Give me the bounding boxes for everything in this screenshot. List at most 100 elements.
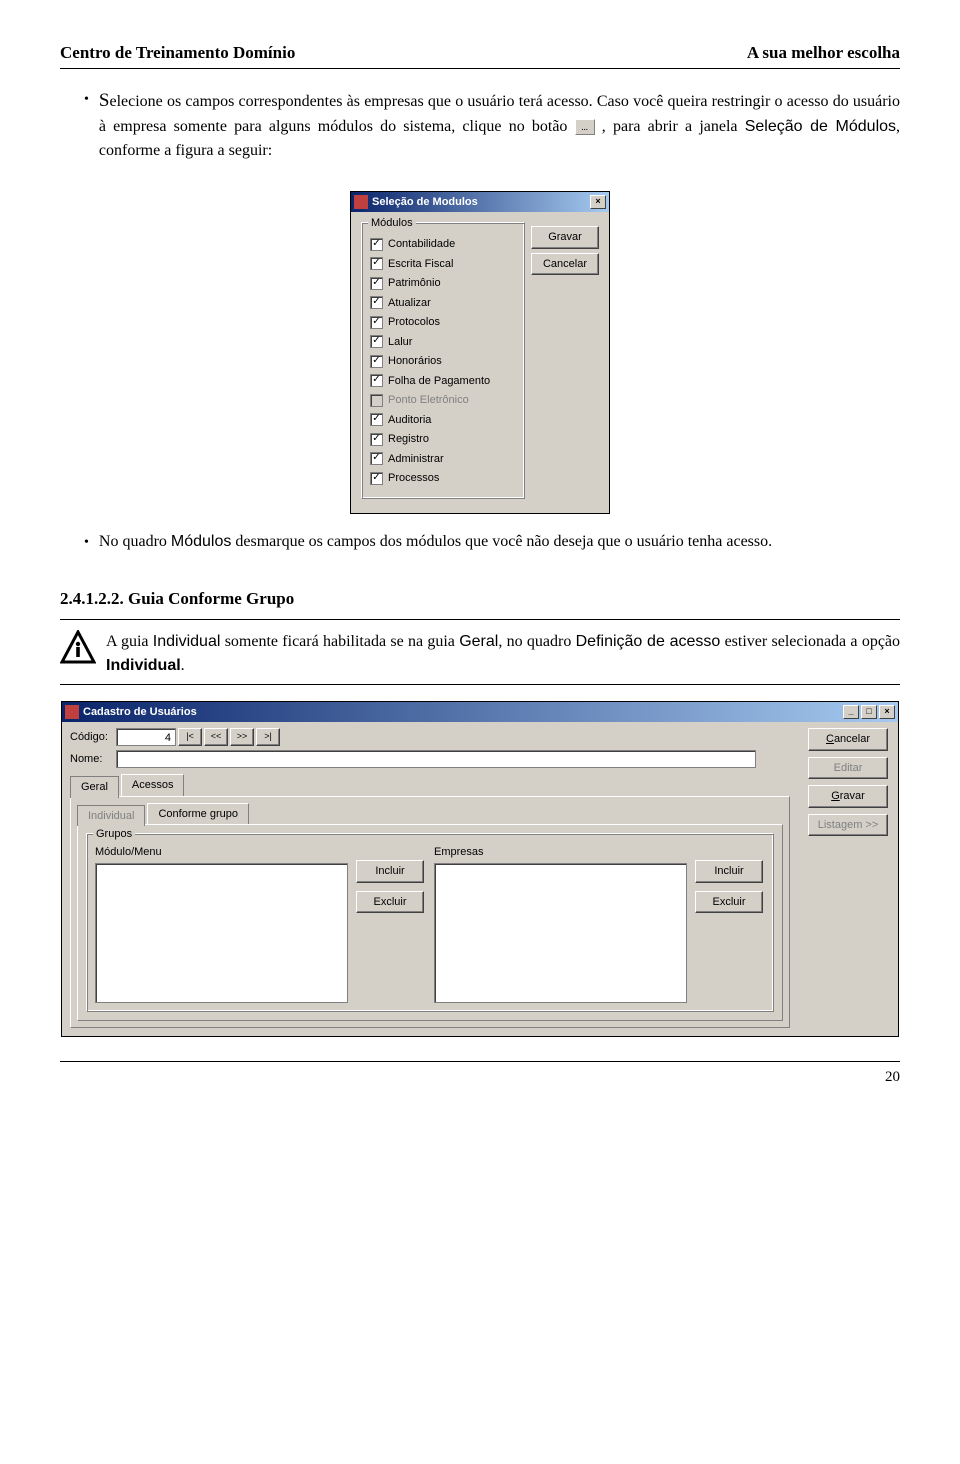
- modules-legend: Módulos: [368, 215, 416, 232]
- module-checkbox-row[interactable]: ✓Atualizar: [370, 295, 516, 312]
- header-right: A sua melhor escolha: [747, 40, 900, 66]
- tab-acessos[interactable]: Acessos: [121, 774, 185, 796]
- save-button[interactable]: Gravar: [531, 226, 599, 249]
- checkbox-honorários[interactable]: ✓: [370, 355, 383, 368]
- grupos-legend: Grupos: [93, 826, 135, 843]
- checkbox-lalur[interactable]: ✓: [370, 335, 383, 348]
- maximize-icon[interactable]: □: [861, 705, 877, 719]
- tab-conforme-grupo[interactable]: Conforme grupo: [147, 803, 249, 825]
- info-b: somente ficará habilitada se na guia: [220, 633, 459, 650]
- checkbox-label: Processos: [388, 470, 439, 487]
- checkbox-label: Honorários: [388, 353, 442, 370]
- info-ind: Individual: [153, 633, 221, 650]
- inner-tabstrip: Individual Conforme grupo: [77, 803, 783, 825]
- outer-tabstrip: Geral Acessos: [70, 774, 890, 796]
- checkbox-contabilidade[interactable]: ✓: [370, 238, 383, 251]
- cancel-button[interactable]: Cancelar: [808, 728, 888, 751]
- section-heading: 2.4.1.2.2. Guia Conforme Grupo: [60, 586, 900, 612]
- bullet-icon: •: [84, 87, 89, 112]
- nav-prev-button[interactable]: <<: [204, 728, 228, 746]
- minimize-icon[interactable]: _: [843, 705, 859, 719]
- info-c: , no quadro: [498, 633, 575, 650]
- module-checkbox-row[interactable]: ✓ Lalur: [370, 334, 516, 351]
- incluir-empresas-button[interactable]: Incluir: [695, 860, 763, 883]
- nome-label: Nome:: [70, 751, 116, 768]
- module-checkbox-row[interactable]: ✓ Honorários: [370, 353, 516, 370]
- incluir-modmenu-button[interactable]: Incluir: [356, 860, 424, 883]
- para1-selection-label: Seleção de Módulos: [745, 118, 896, 135]
- checkbox-registro[interactable]: ✓: [370, 433, 383, 446]
- info-rule: [60, 684, 900, 685]
- checkbox-escrita-fiscal[interactable]: ✓: [370, 257, 383, 270]
- module-checkbox-row[interactable]: ✓ Auditoria: [370, 412, 516, 429]
- excluir-modmenu-button[interactable]: Excluir: [356, 891, 424, 914]
- checkbox-folha-de-pagamento[interactable]: ✓: [370, 374, 383, 387]
- page-footer: 20: [60, 1061, 900, 1089]
- checkbox-processos[interactable]: ✓: [370, 472, 383, 485]
- acessos-panel: Individual Conforme grupo Grupos Módulo/…: [70, 796, 790, 1028]
- para1-text-b: , para abrir a janela: [602, 118, 745, 135]
- section-rule: [60, 619, 900, 620]
- para1-dropcap: S: [99, 90, 110, 111]
- info-e: .: [181, 657, 185, 674]
- modules-title: Seleção de Modulos: [372, 194, 478, 211]
- excluir-empresas-button[interactable]: Excluir: [695, 891, 763, 914]
- empresas-listbox[interactable]: [434, 863, 687, 1003]
- checkbox-label: Folha de Pagamento: [388, 373, 490, 390]
- checkbox-label: Registro: [388, 431, 429, 448]
- tab-individual: Individual: [77, 805, 145, 827]
- bullet-icon: •: [84, 530, 89, 555]
- checkbox-label: Administrar: [388, 451, 444, 468]
- codigo-label: Código:: [70, 729, 116, 746]
- info-ind2: Individual: [106, 657, 181, 674]
- ellipsis-button[interactable]: ...: [575, 119, 595, 135]
- checkbox-ponto-eletrônico: [370, 394, 383, 407]
- warning-triangle-icon: [60, 630, 96, 666]
- module-checkbox-row[interactable]: ✓ Protocolos: [370, 314, 516, 331]
- module-checkbox-row[interactable]: ✓ Patrimônio: [370, 275, 516, 292]
- module-checkbox-row: Ponto Eletrônico: [370, 392, 516, 409]
- checkbox-label: Patrimônio: [388, 275, 441, 292]
- checkbox-auditoria[interactable]: ✓: [370, 413, 383, 426]
- checkbox-protocolos[interactable]: ✓: [370, 316, 383, 329]
- checkbox-administrar[interactable]: ✓: [370, 452, 383, 465]
- modmenu-listbox[interactable]: [95, 863, 348, 1003]
- checkbox-label: Auditoria: [388, 412, 431, 429]
- nav-next-button[interactable]: >>: [230, 728, 254, 746]
- edit-button: Editar: [808, 757, 888, 780]
- module-checkbox-row[interactable]: ✓ Contabilidade: [370, 236, 516, 253]
- body-paragraph-2: • No quadro Módulos desmarque os campos …: [60, 530, 900, 566]
- checkbox-label: Contabilidade: [388, 236, 455, 253]
- app-icon: [354, 195, 368, 209]
- nome-input[interactable]: [116, 750, 756, 768]
- listing-button: Listagem >>: [808, 814, 888, 837]
- close-icon[interactable]: ×: [590, 195, 606, 209]
- nome-row: Nome:: [70, 750, 890, 768]
- checkbox-label: Protocolos: [388, 314, 440, 331]
- cancel-button[interactable]: Cancelar: [531, 253, 599, 276]
- header-left: Centro de Treinamento Domínio: [60, 40, 295, 66]
- module-checkbox-row[interactable]: ✓ Administrar: [370, 451, 516, 468]
- body-paragraph-1: • Selecione os campos correspondentes às…: [60, 87, 900, 176]
- tab-geral[interactable]: Geral: [70, 776, 119, 798]
- nav-last-button[interactable]: >|: [256, 728, 280, 746]
- checkbox-patrimônio[interactable]: ✓: [370, 277, 383, 290]
- col-empresas-label: Empresas: [434, 844, 687, 861]
- module-checkbox-row[interactable]: ✓ Registro: [370, 431, 516, 448]
- module-checkbox-row[interactable]: ✓ Folha de Pagamento: [370, 373, 516, 390]
- page-header: Centro de Treinamento Domínio A sua melh…: [60, 40, 900, 69]
- conforme-panel: Grupos Módulo/Menu Incluir Excluir Empre…: [77, 824, 783, 1021]
- codigo-row: Código: 4 |< << >> >|: [70, 728, 890, 746]
- checkbox-atualizar[interactable]: ✓: [370, 296, 383, 309]
- app-icon: [65, 705, 79, 719]
- codigo-input[interactable]: 4: [116, 728, 176, 746]
- checkbox-label: Lalur: [388, 334, 412, 351]
- save-button[interactable]: Gravar: [808, 785, 888, 808]
- close-icon[interactable]: ×: [879, 705, 895, 719]
- nav-first-button[interactable]: |<: [178, 728, 202, 746]
- modules-dialog: Seleção de Modulos × Módulos ✓ Contabilid…: [350, 191, 610, 514]
- module-checkbox-row[interactable]: ✓ Processos: [370, 470, 516, 487]
- para2-b: desmarque os campos dos módulos que você…: [231, 533, 772, 550]
- users-dialog: Cadastro de Usuários _ □ × Cancelar Edit…: [61, 701, 899, 1037]
- module-checkbox-row[interactable]: ✓Escrita Fiscal: [370, 256, 516, 273]
